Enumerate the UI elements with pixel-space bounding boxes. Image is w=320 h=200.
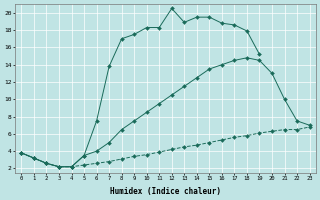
X-axis label: Humidex (Indice chaleur): Humidex (Indice chaleur) (110, 187, 221, 196)
